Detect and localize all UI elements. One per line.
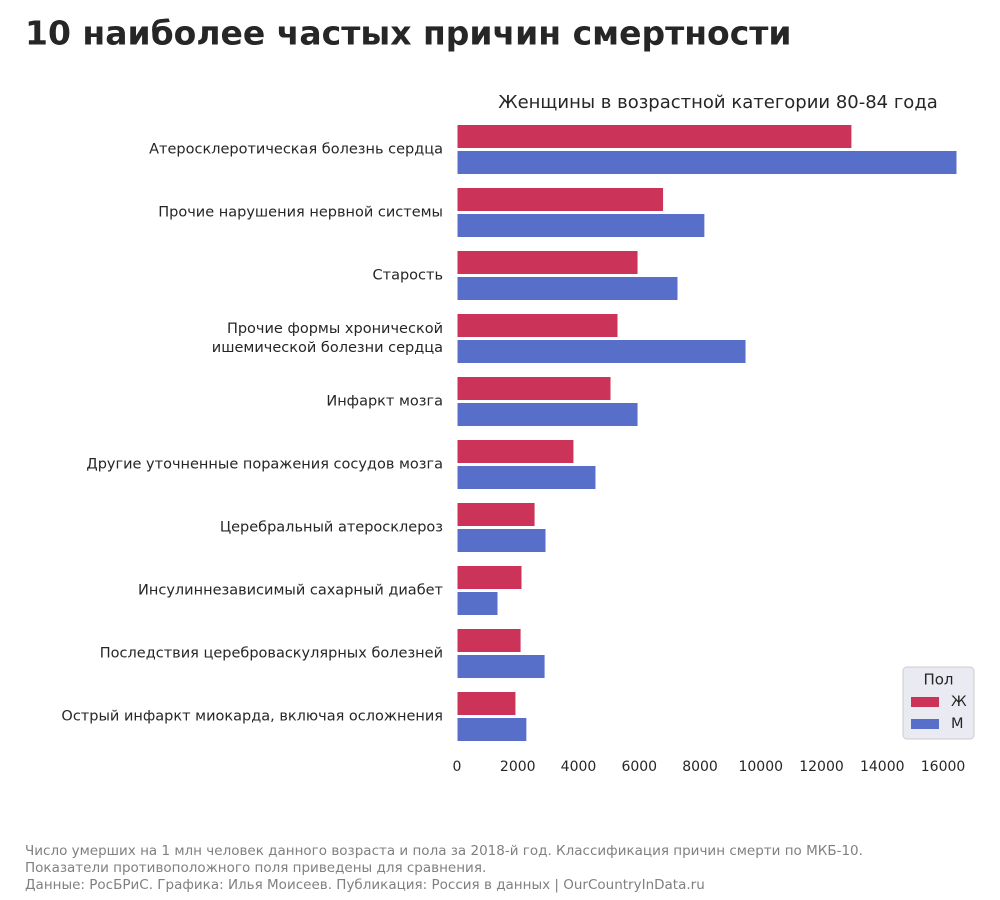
bar xyxy=(456,654,546,679)
y-tick-label: Церебральный атеросклероз xyxy=(219,519,443,535)
bar xyxy=(456,717,528,742)
bar xyxy=(456,250,639,275)
bar xyxy=(456,439,575,464)
y-tick-label: Инфаркт мозга xyxy=(326,393,443,409)
legend-label: М xyxy=(951,716,964,732)
x-tick-label: 4000 xyxy=(561,759,597,775)
bar xyxy=(456,465,597,490)
chart-subtitle: Женщины в возрастной категории 80-84 год… xyxy=(498,92,938,113)
bar xyxy=(456,187,665,212)
y-tick-label: Острый инфаркт миокарда, включая осложне… xyxy=(61,708,443,724)
y-tick-label: Старость xyxy=(372,267,444,283)
y-tick-label: Другие уточненные поражения сосудов мозг… xyxy=(86,456,443,472)
y-tick-label: Последствия цереброваскулярных болезней xyxy=(99,645,443,661)
x-tick-label: 2000 xyxy=(500,759,536,775)
bar xyxy=(456,150,958,175)
bar xyxy=(456,124,853,149)
x-tick-label: 6000 xyxy=(621,759,657,775)
legend-swatch xyxy=(911,719,939,729)
chart-title: 10 наиболее частых причин смертности xyxy=(25,14,792,53)
legend: Пол ЖМ xyxy=(902,666,975,740)
legend-title: Пол xyxy=(923,671,953,689)
bar xyxy=(456,402,639,427)
bar xyxy=(456,628,522,653)
bar xyxy=(456,339,747,364)
x-tick-label: 16000 xyxy=(921,759,966,775)
footnote: Число умерших на 1 млн человек данного в… xyxy=(25,843,863,859)
bar xyxy=(456,528,547,553)
bar xyxy=(456,691,517,716)
bar xyxy=(456,213,706,238)
x-tick-label: 0 xyxy=(453,759,462,775)
x-tick-label: 10000 xyxy=(738,759,783,775)
y-tick-label: Прочие формы хронической ишемической бол… xyxy=(211,320,443,356)
bar xyxy=(456,502,536,527)
footnote: Показатели противоположного поля приведе… xyxy=(25,860,487,876)
bar xyxy=(456,313,619,338)
bar xyxy=(456,376,612,401)
y-tick-label: Прочие нарушения нервной системы xyxy=(158,204,443,220)
bar xyxy=(456,276,679,301)
x-tick-label: 8000 xyxy=(682,759,718,775)
legend-swatch xyxy=(911,697,939,707)
bar xyxy=(456,565,523,590)
y-tick-label: Атеросклеротическая болезнь сердца xyxy=(149,141,443,157)
footnote: Данные: РосБРиС. Графика: Илья Моисеев. … xyxy=(25,877,705,893)
x-tick-label: 14000 xyxy=(860,759,905,775)
legend-label: Ж xyxy=(951,694,967,710)
bar xyxy=(456,591,499,616)
y-tick-label: Инсулиннезависимый сахарный диабет xyxy=(138,582,443,598)
x-tick-label: 12000 xyxy=(799,759,844,775)
